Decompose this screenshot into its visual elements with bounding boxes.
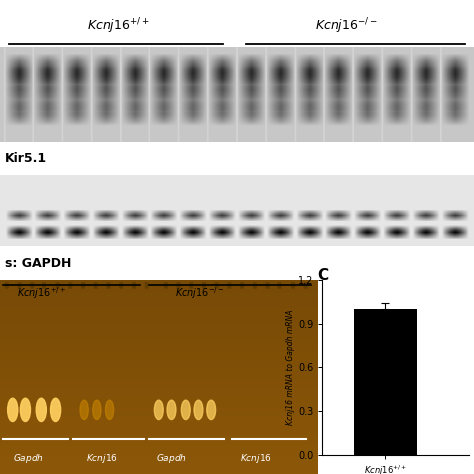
Text: $\it{Gapdh}$: $\it{Gapdh}$ [155, 452, 187, 465]
Ellipse shape [20, 398, 30, 421]
Y-axis label: Kcnj16 mRNA to Gapdh mRNA: Kcnj16 mRNA to Gapdh mRNA [286, 310, 295, 425]
Ellipse shape [51, 398, 61, 421]
Ellipse shape [167, 400, 176, 419]
Text: C: C [318, 268, 328, 283]
Ellipse shape [182, 400, 190, 419]
Text: $\it{Kcnj16}$$^{-/-}$: $\it{Kcnj16}$$^{-/-}$ [175, 285, 225, 301]
Text: $\it{Kcnj16}$: $\it{Kcnj16}$ [240, 452, 272, 465]
Ellipse shape [194, 400, 203, 419]
Ellipse shape [155, 400, 163, 419]
Ellipse shape [207, 400, 216, 419]
Text: $\it{Gapdh}$: $\it{Gapdh}$ [13, 452, 44, 465]
Ellipse shape [93, 400, 101, 419]
Ellipse shape [8, 398, 18, 421]
Ellipse shape [36, 398, 46, 421]
Text: s: GAPDH: s: GAPDH [5, 256, 71, 270]
Text: Kir5.1: Kir5.1 [5, 152, 47, 165]
Text: $\it{Kcnj16}$$^{+/+}$: $\it{Kcnj16}$$^{+/+}$ [17, 285, 66, 301]
Ellipse shape [80, 400, 88, 419]
Text: $\it{Kcnj16}$$^{+/+}$: $\it{Kcnj16}$$^{+/+}$ [87, 16, 150, 36]
Text: $\it{Kcnj16}$: $\it{Kcnj16}$ [86, 452, 118, 465]
Text: $\it{Kcnj16}$$^{-/-}$: $\it{Kcnj16}$$^{-/-}$ [315, 16, 377, 36]
Bar [354, 309, 417, 455]
Ellipse shape [105, 400, 114, 419]
